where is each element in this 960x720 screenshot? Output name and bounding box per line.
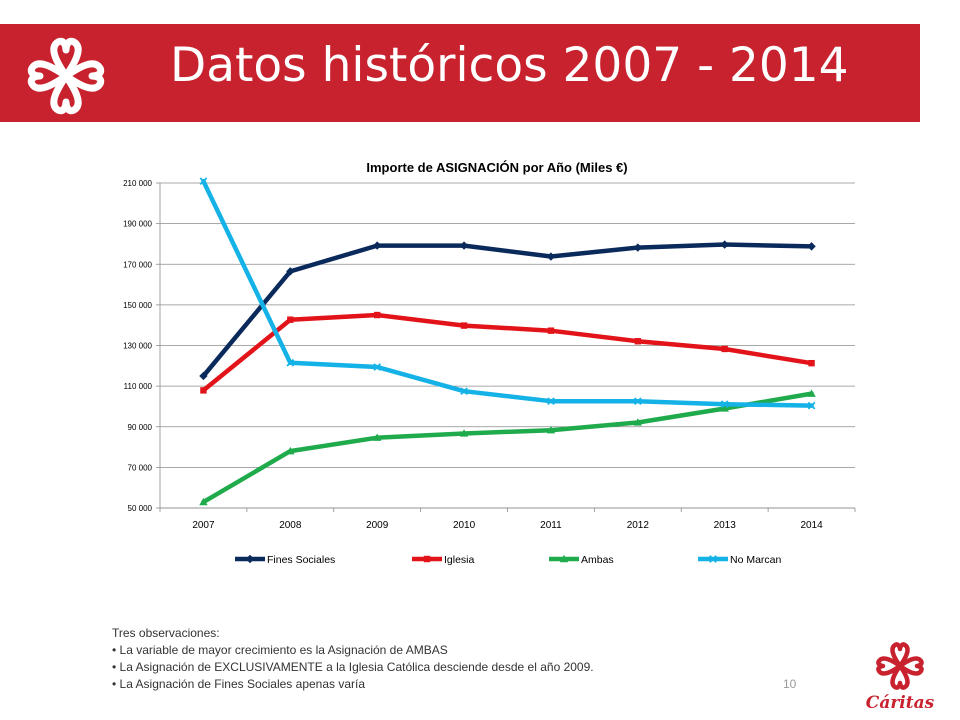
x-tick-label: 2011	[540, 520, 562, 531]
data-point	[633, 243, 643, 252]
data-point	[720, 400, 729, 409]
data-point	[372, 433, 382, 441]
x-tick-label: 2008	[279, 520, 302, 531]
y-tick-label: 90 000	[128, 423, 153, 432]
data-point	[807, 401, 816, 410]
y-tick-label: 110 000	[124, 382, 153, 391]
data-point	[633, 418, 643, 426]
y-tick-label: 170 000	[123, 260, 152, 269]
legend: Fines Sociales Iglesia Ambas No Marcan	[235, 554, 782, 566]
data-point	[633, 397, 642, 405]
y-tick-label: 150 000	[123, 301, 152, 310]
x-tick-label: 2014	[800, 520, 823, 531]
data-point	[459, 241, 469, 250]
legend-entry: Fines Sociales	[235, 554, 335, 566]
data-point	[559, 554, 569, 563]
caritas-brand-logo: Cáritas	[866, 642, 935, 712]
y-tick-label: 210 000	[123, 179, 152, 188]
data-point	[807, 242, 816, 251]
data-point	[286, 358, 295, 367]
data-point	[709, 555, 717, 563]
gridlines	[160, 182, 855, 509]
data-point	[373, 311, 381, 319]
caritas-wordmark: Cáritas	[866, 693, 935, 712]
series-line	[201, 242, 814, 379]
page-number: 10	[783, 677, 797, 691]
data-point	[373, 363, 382, 371]
page-title: Datos históricos 2007 - 2014	[170, 38, 849, 93]
series-ambas	[199, 389, 816, 506]
caritas-cross-logo	[27, 37, 105, 115]
legend-label: Ambas	[581, 554, 614, 566]
observation-item: • La Asignación de Fines Sociales apenas…	[112, 677, 366, 691]
data-point	[720, 240, 729, 249]
x-tick-label: 2013	[714, 520, 737, 531]
x-tick-label: 2010	[453, 520, 476, 531]
data-point	[721, 345, 728, 353]
observation-item: • La Asignación de EXCLUSIVAMENTE a la I…	[112, 660, 594, 674]
series-line	[201, 178, 814, 408]
legend-label: Iglesia	[444, 554, 475, 566]
chart-title: Importe de ASIGNACIÓN por Año (Miles €)	[366, 160, 627, 175]
series-iglesia	[200, 311, 815, 394]
data-point	[546, 426, 556, 434]
title-banner: Datos históricos 2007 - 2014	[0, 24, 920, 122]
data-point	[423, 555, 431, 563]
data-point	[547, 327, 555, 334]
series-fines-sociales	[199, 240, 816, 381]
y-tick-label: 130 000	[123, 342, 152, 351]
data-point	[200, 387, 207, 394]
x-tick-label: 2007	[192, 520, 215, 531]
data-point	[199, 497, 208, 506]
legend-entry: No Marcan	[698, 554, 782, 566]
data-point	[287, 316, 294, 323]
y-tick-label: 190 000	[123, 220, 152, 229]
axes: 50 000 70 000 90 000 110 000 130 000 150 000 1…	[123, 179, 856, 531]
series-lines	[199, 177, 816, 506]
data-point	[547, 397, 555, 405]
y-tick-label: 50 000	[128, 504, 153, 513]
series-line	[201, 391, 814, 505]
data-point	[286, 446, 295, 455]
legend-entry: Ambas	[549, 554, 614, 566]
series-no-marcan	[199, 177, 816, 410]
data-point	[459, 429, 469, 437]
data-point	[286, 267, 295, 276]
data-point	[199, 371, 208, 381]
data-point	[634, 338, 642, 345]
data-point	[199, 177, 208, 186]
data-point	[720, 404, 729, 412]
legend-label: Fines Sociales	[267, 554, 335, 566]
observations-heading: Tres observaciones:	[112, 626, 220, 640]
x-tick-label: 2012	[627, 520, 650, 531]
data-point	[460, 322, 468, 329]
x-tick-label: 2009	[366, 520, 389, 531]
data-point	[807, 389, 816, 397]
data-point	[460, 387, 468, 396]
data-point	[245, 554, 255, 564]
line-chart: Importe de ASIGNACIÓN por Año (Miles €) …	[123, 160, 856, 566]
y-tick-label: 70 000	[128, 463, 153, 472]
data-point	[808, 359, 815, 367]
observations-block: Tres observaciones: • La variable de may…	[112, 625, 594, 693]
legend-label: No Marcan	[730, 554, 782, 566]
series-line	[201, 312, 814, 393]
observation-item: • La variable de mayor crecimiento es la…	[112, 643, 448, 657]
legend-entry: Iglesia	[412, 554, 475, 566]
data-point	[546, 252, 556, 261]
